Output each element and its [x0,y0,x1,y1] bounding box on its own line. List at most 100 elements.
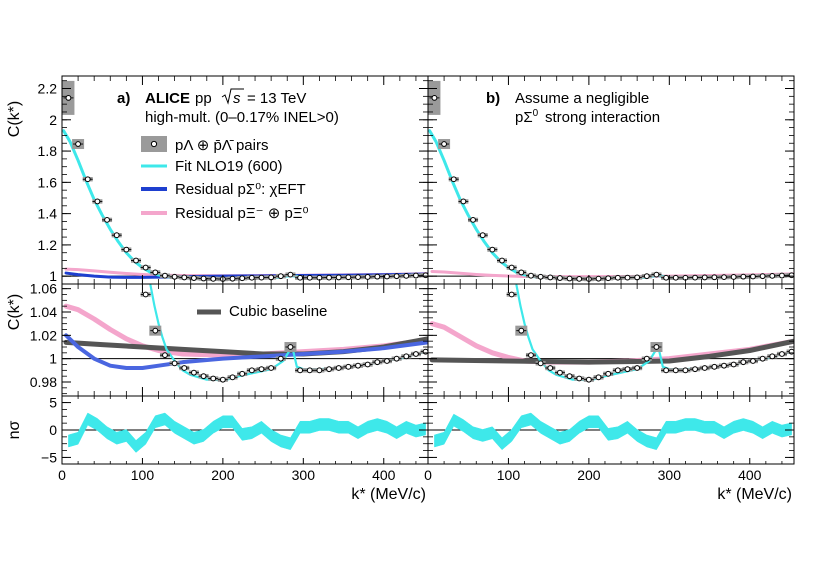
panel-a-bottom [62,412,428,453]
data-point [692,274,698,281]
frame-a-top [61,75,429,285]
y-tick-label: 1.8 [38,143,58,159]
y-tick-label: 2.2 [38,81,58,97]
sqrt-s-symbol: s [221,88,244,107]
data-point [345,363,352,370]
data-point [479,232,486,239]
data-point [547,274,554,281]
y-tick-label: −5 [41,449,57,465]
data-point [133,257,139,264]
frame-b-mid [427,283,795,397]
data-point [740,273,747,280]
data-point [306,367,313,374]
data-point [441,141,447,147]
data-point [653,344,660,350]
data-point [65,94,72,101]
data-point [277,273,284,280]
data-point [258,274,265,281]
data-point [518,269,525,276]
data-point [123,246,130,253]
data-point [200,373,207,380]
frame-b-top [427,75,795,285]
data-point [200,275,207,282]
data-point [740,359,747,366]
panel-a-letter: a) [117,90,130,107]
data-point [239,275,246,282]
data-point [422,272,428,279]
data-point [268,365,275,371]
data-point [413,272,419,279]
x-tick-label-a: 300 [292,467,316,483]
data-point [653,271,660,278]
xi-residual-mid-b [429,321,794,365]
data-point [181,365,188,371]
panel-b-text-line1: Assume a negligible [515,90,649,107]
data-point [364,361,371,368]
data-point [605,370,612,377]
data-point [701,274,708,281]
data-point [277,355,284,362]
panel-b-text-line2: strong interaction [545,109,660,126]
data-point [393,273,400,280]
data-point [585,376,592,383]
data-point [624,274,631,281]
data-point [374,273,381,280]
data-point [413,351,419,357]
data-point [431,94,438,101]
data-point [499,257,505,264]
data-point [84,176,91,183]
data-point [113,232,120,239]
panel-b-middle [428,284,794,383]
data-point [210,375,217,382]
data-point [219,376,226,383]
panel-b-psigma: pΣ0 [515,108,539,126]
data-point [374,359,381,366]
x-tick-label-b: 300 [658,467,682,483]
data-point [576,275,583,282]
data-point [769,272,776,279]
data-point [643,355,650,362]
data-point [721,274,727,281]
y-tick-label: 1.4 [38,206,58,222]
panel-a-multiplicity: high-mult. (0–0.17% INEL>0) [145,109,339,126]
data-point [422,348,428,355]
data-point [692,366,698,373]
nsigma-band-a [68,412,426,453]
panel-a-energy: = 13 TeV [247,90,306,107]
legend: pΛ ⊕ p̄Λ̄ pairs Fit NLO19 (600) Residual… [141,136,327,320]
data-point [730,274,737,280]
data-point [248,274,255,281]
x-tick-label-b: 400 [738,467,762,483]
data-point [547,365,554,371]
x-tick-label-b: 0 [424,467,432,483]
data-point [759,273,766,280]
nsigma-band-b [434,412,792,451]
panel-a-middle [62,284,428,383]
data-point [335,365,342,371]
data-point [384,358,390,364]
data-point [489,246,496,253]
data-point [152,327,159,334]
data-point [450,176,457,183]
data-point [750,273,756,280]
data-point [518,327,525,334]
data-point [393,355,400,362]
data-point [191,275,197,281]
data-point [75,141,81,147]
data-point [239,370,246,377]
data-point [595,374,602,381]
data-point [258,366,265,373]
data-point [788,272,794,279]
data-point [162,272,168,279]
data-point [779,351,785,357]
data-point [94,198,101,205]
data-point [528,272,534,279]
x-axis-label-a: k* (MeV/c) [351,486,426,503]
data-point [229,374,236,381]
data-point [537,360,544,367]
data-point [557,369,563,376]
data-point [355,362,361,369]
panel-a-top [62,80,428,282]
data-point [142,291,149,298]
